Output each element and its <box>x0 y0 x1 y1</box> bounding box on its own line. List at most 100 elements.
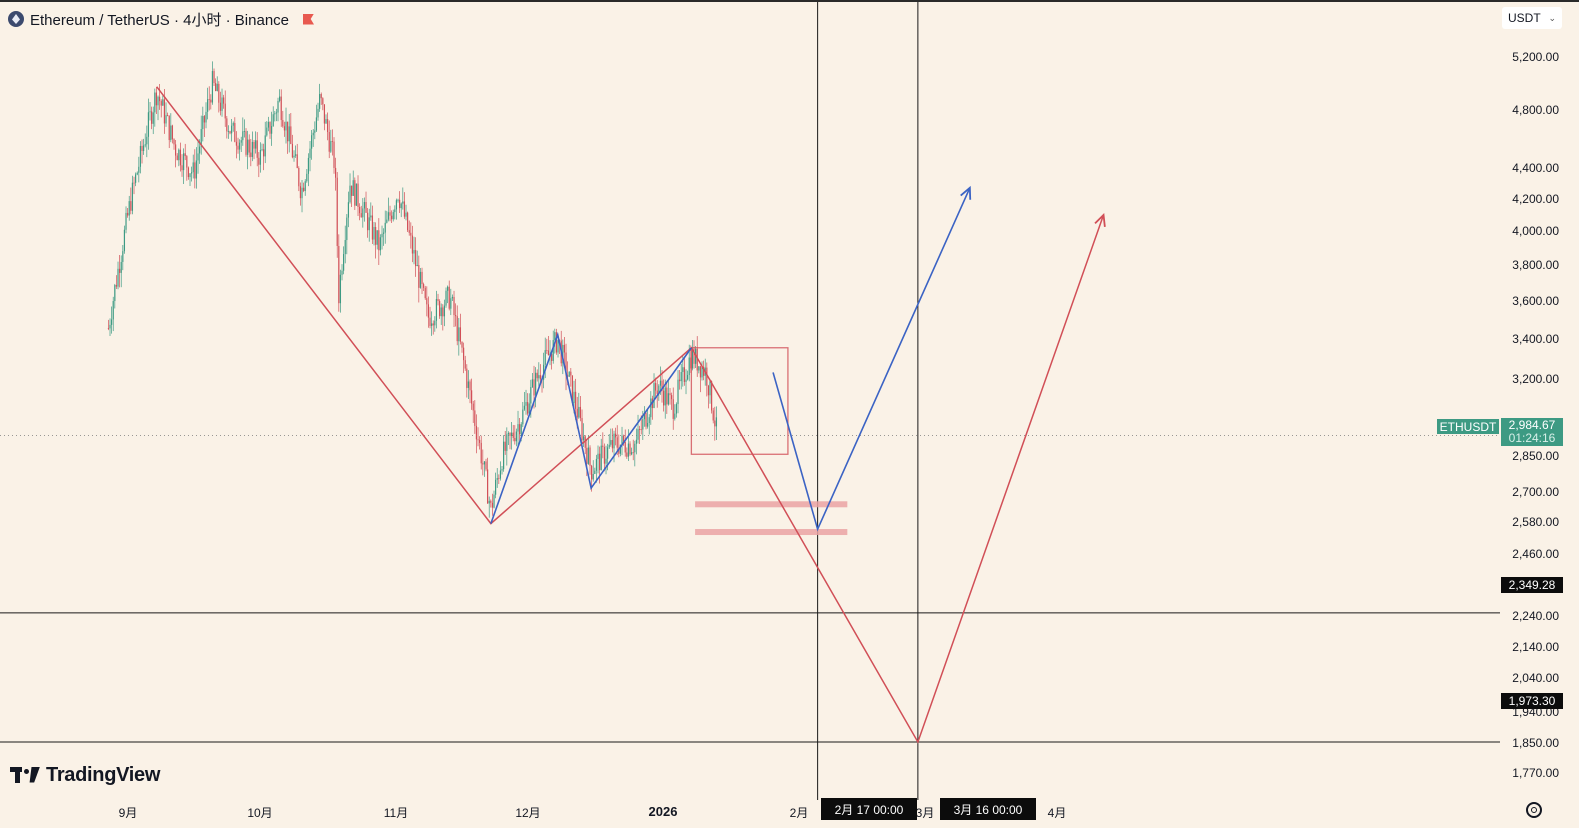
candle-body <box>410 232 412 236</box>
candle-body <box>650 398 652 418</box>
candle-body <box>315 117 318 131</box>
candle-body <box>331 141 334 142</box>
candle-body <box>111 319 113 325</box>
settings-icon[interactable] <box>1526 802 1542 818</box>
candle-body <box>160 101 162 106</box>
candle-body <box>125 212 127 230</box>
candle-body <box>469 381 471 391</box>
candle-body <box>269 121 271 134</box>
support-zone <box>695 501 848 508</box>
candle-body <box>696 348 698 371</box>
candle-body <box>666 387 668 405</box>
candle-body <box>421 271 423 285</box>
candle-body <box>456 316 458 342</box>
candle-body <box>325 119 327 124</box>
candle-body <box>327 119 329 133</box>
candle-body <box>443 305 446 317</box>
candle-body <box>634 443 636 453</box>
candle-body <box>592 473 594 480</box>
candle-body <box>693 348 695 364</box>
candle-body <box>336 177 338 247</box>
symbol-header[interactable]: Ethereum / TetherUS · 4小时 · Binance <box>8 8 314 30</box>
candle-body <box>339 274 342 304</box>
candle-body <box>583 436 585 441</box>
candle-body <box>256 140 258 158</box>
candle-body <box>359 206 361 214</box>
candle-body <box>427 304 430 318</box>
candle-body <box>253 141 255 149</box>
candle-body <box>322 98 324 105</box>
candle-body <box>112 301 114 320</box>
candle-body <box>155 92 158 106</box>
candle-body <box>371 215 374 240</box>
candle-body <box>245 131 247 155</box>
candle-body <box>490 500 492 503</box>
candle-body <box>226 118 228 132</box>
candle-body <box>547 350 550 356</box>
candle-body <box>671 395 673 400</box>
currency-select[interactable]: USDT ⌄ <box>1502 7 1562 29</box>
price-tick: 3,400.00 <box>1512 332 1559 346</box>
candle-body <box>127 212 129 216</box>
candle-body <box>672 399 674 419</box>
candle-body <box>317 108 319 118</box>
ethereum-logo-icon <box>8 11 24 27</box>
candle-body <box>335 167 337 178</box>
candle-body <box>535 372 537 396</box>
candle-body <box>114 285 116 302</box>
candle-body <box>215 83 217 91</box>
time-tick: 9月 <box>118 806 138 820</box>
candle-body <box>221 97 223 111</box>
candle-body <box>280 96 282 121</box>
flag-icon[interactable] <box>303 13 314 25</box>
candle-body <box>493 494 495 508</box>
candle-body <box>616 437 618 448</box>
candle-body <box>394 209 396 213</box>
candle-body <box>291 143 294 158</box>
candle-body <box>240 140 242 143</box>
candle-body <box>546 350 548 351</box>
candle-body <box>365 202 367 213</box>
candle-body <box>514 437 516 442</box>
symbol-tag: ETHUSDT <box>1437 419 1499 434</box>
candle-body <box>544 350 546 365</box>
candle-body <box>267 121 270 128</box>
candle-body <box>151 111 153 124</box>
candle-body <box>661 380 663 391</box>
rectangle-drawing <box>690 347 789 455</box>
candle-body <box>107 328 110 329</box>
candle-body <box>362 208 364 218</box>
candle-body <box>149 111 151 113</box>
candle-body <box>615 433 617 438</box>
candle-body <box>298 168 300 187</box>
candle-body <box>251 141 254 157</box>
candle-body <box>475 425 478 440</box>
candle-body <box>181 165 183 171</box>
candle-body <box>264 135 266 157</box>
candle-body <box>223 97 225 104</box>
candle-body <box>288 126 290 142</box>
candle-body <box>344 240 346 255</box>
tradingview-logo[interactable]: TradingView <box>10 764 160 787</box>
candle-body <box>600 445 602 471</box>
candle-body <box>263 149 265 157</box>
candle-body <box>525 402 527 406</box>
candle-body <box>355 183 358 206</box>
candle-body <box>205 111 207 123</box>
candle-body <box>648 417 650 423</box>
candle-body <box>194 162 196 179</box>
candle-body <box>664 387 666 406</box>
candle-body <box>195 160 198 179</box>
price-tick: 4,800.00 <box>1512 103 1559 117</box>
candle-body <box>523 405 526 410</box>
candle-body <box>595 458 598 471</box>
candle-body <box>573 391 575 404</box>
time-tick: 3月 <box>915 806 935 820</box>
chevron-down-icon: ⌄ <box>1548 12 1556 23</box>
candle-body <box>503 441 505 470</box>
candle-body <box>115 285 118 287</box>
candle-body <box>399 199 401 209</box>
candle-body <box>159 96 161 102</box>
candle-body <box>632 452 634 454</box>
